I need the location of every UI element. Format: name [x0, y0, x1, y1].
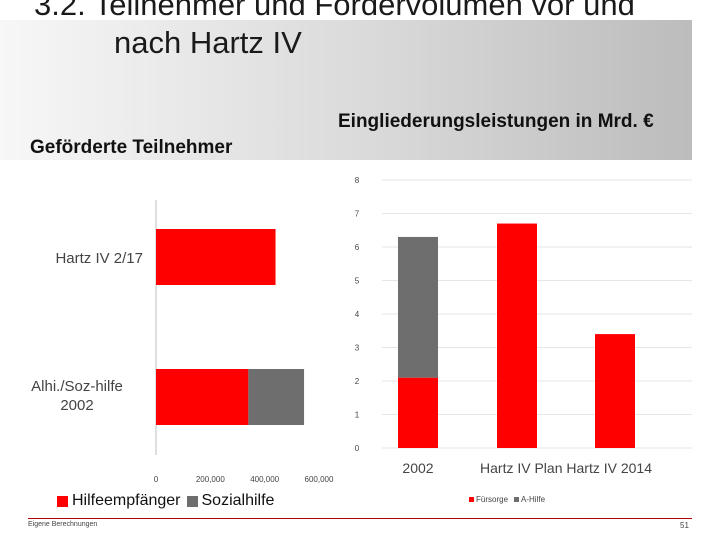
x-tick-label: 400,000 [250, 475, 279, 484]
left-chart-heading: Geförderte Teilnehmer [30, 137, 233, 158]
legend-item-hilfeempfaenger: Hilfeempfänger [57, 492, 181, 510]
legend-swatch-red [469, 497, 474, 502]
page-number: 51 [680, 521, 689, 530]
y-tick-label: 6 [355, 243, 360, 252]
bar-a-hilfe [398, 236, 438, 378]
category-label: 2002 [402, 460, 433, 476]
bar-fuersorge [595, 334, 635, 448]
right-chart-heading: Eingliederungsleistungen in Mrd. € [338, 111, 654, 132]
y-tick-label: 3 [355, 344, 360, 353]
y-tick-label: 2 [355, 377, 360, 386]
legend-item-sozialhilfe: Sozialhilfe [186, 492, 275, 510]
category-label: Hartz IV 2/17 [55, 250, 143, 267]
x-tick-label: 0 [154, 475, 159, 484]
bar-sozialhilfe [248, 369, 305, 425]
category-label: Hartz IV Plan Hartz IV 2014 [480, 460, 652, 476]
y-tick-label: 7 [355, 210, 360, 219]
legend-swatch-gray [514, 497, 520, 502]
footer-divider [28, 518, 692, 519]
bar-hilfeempfaenger [156, 369, 249, 425]
bar-fuersorge [497, 223, 537, 448]
slide-title-line2: nach Hartz IV [114, 25, 302, 60]
slide-title: 3.2. Teilnehmer und Fördervolumen vor un… [34, 0, 720, 62]
legend-swatch-gray [186, 495, 198, 507]
funding-legend: Fürsorge A-Hilfe [469, 495, 551, 504]
category-label-line: Hartz IV 2/17 [55, 250, 143, 267]
participants-legend: Hilfeempfänger Sozialhilfe [57, 492, 280, 510]
slide-title-line1: 3.2. Teilnehmer und Fördervolumen vor un… [34, 0, 635, 22]
y-tick-label: 8 [355, 176, 360, 185]
y-tick-label: 0 [355, 444, 360, 453]
bar-hilfeempfaenger [156, 229, 276, 285]
y-tick-label: 5 [355, 277, 360, 286]
source-note: Eigene Berechnungen [28, 521, 98, 528]
legend-item-a-hilfe: A-Hilfe [514, 495, 545, 504]
category-label-line: 2002 [60, 397, 93, 414]
x-tick-label: 600,000 [305, 475, 334, 484]
legend-label: Hilfeempfänger [72, 492, 181, 509]
title-band [0, 20, 692, 160]
legend-item-fuersorge: Fürsorge [469, 495, 508, 504]
y-tick-label: 1 [355, 411, 360, 420]
x-tick-label: 200,000 [196, 475, 225, 484]
bar-fuersorge [398, 377, 438, 448]
legend-swatch-red [57, 495, 68, 507]
legend-label: Fürsorge [476, 495, 509, 504]
legend-label: A-Hilfe [521, 495, 546, 504]
category-label-line: Alhi./Soz-hilfe [31, 378, 123, 395]
y-tick-label: 4 [355, 310, 360, 319]
category-label: Alhi./Soz-hilfe 2002 [31, 378, 123, 414]
legend-label: Sozialhilfe [201, 492, 275, 509]
